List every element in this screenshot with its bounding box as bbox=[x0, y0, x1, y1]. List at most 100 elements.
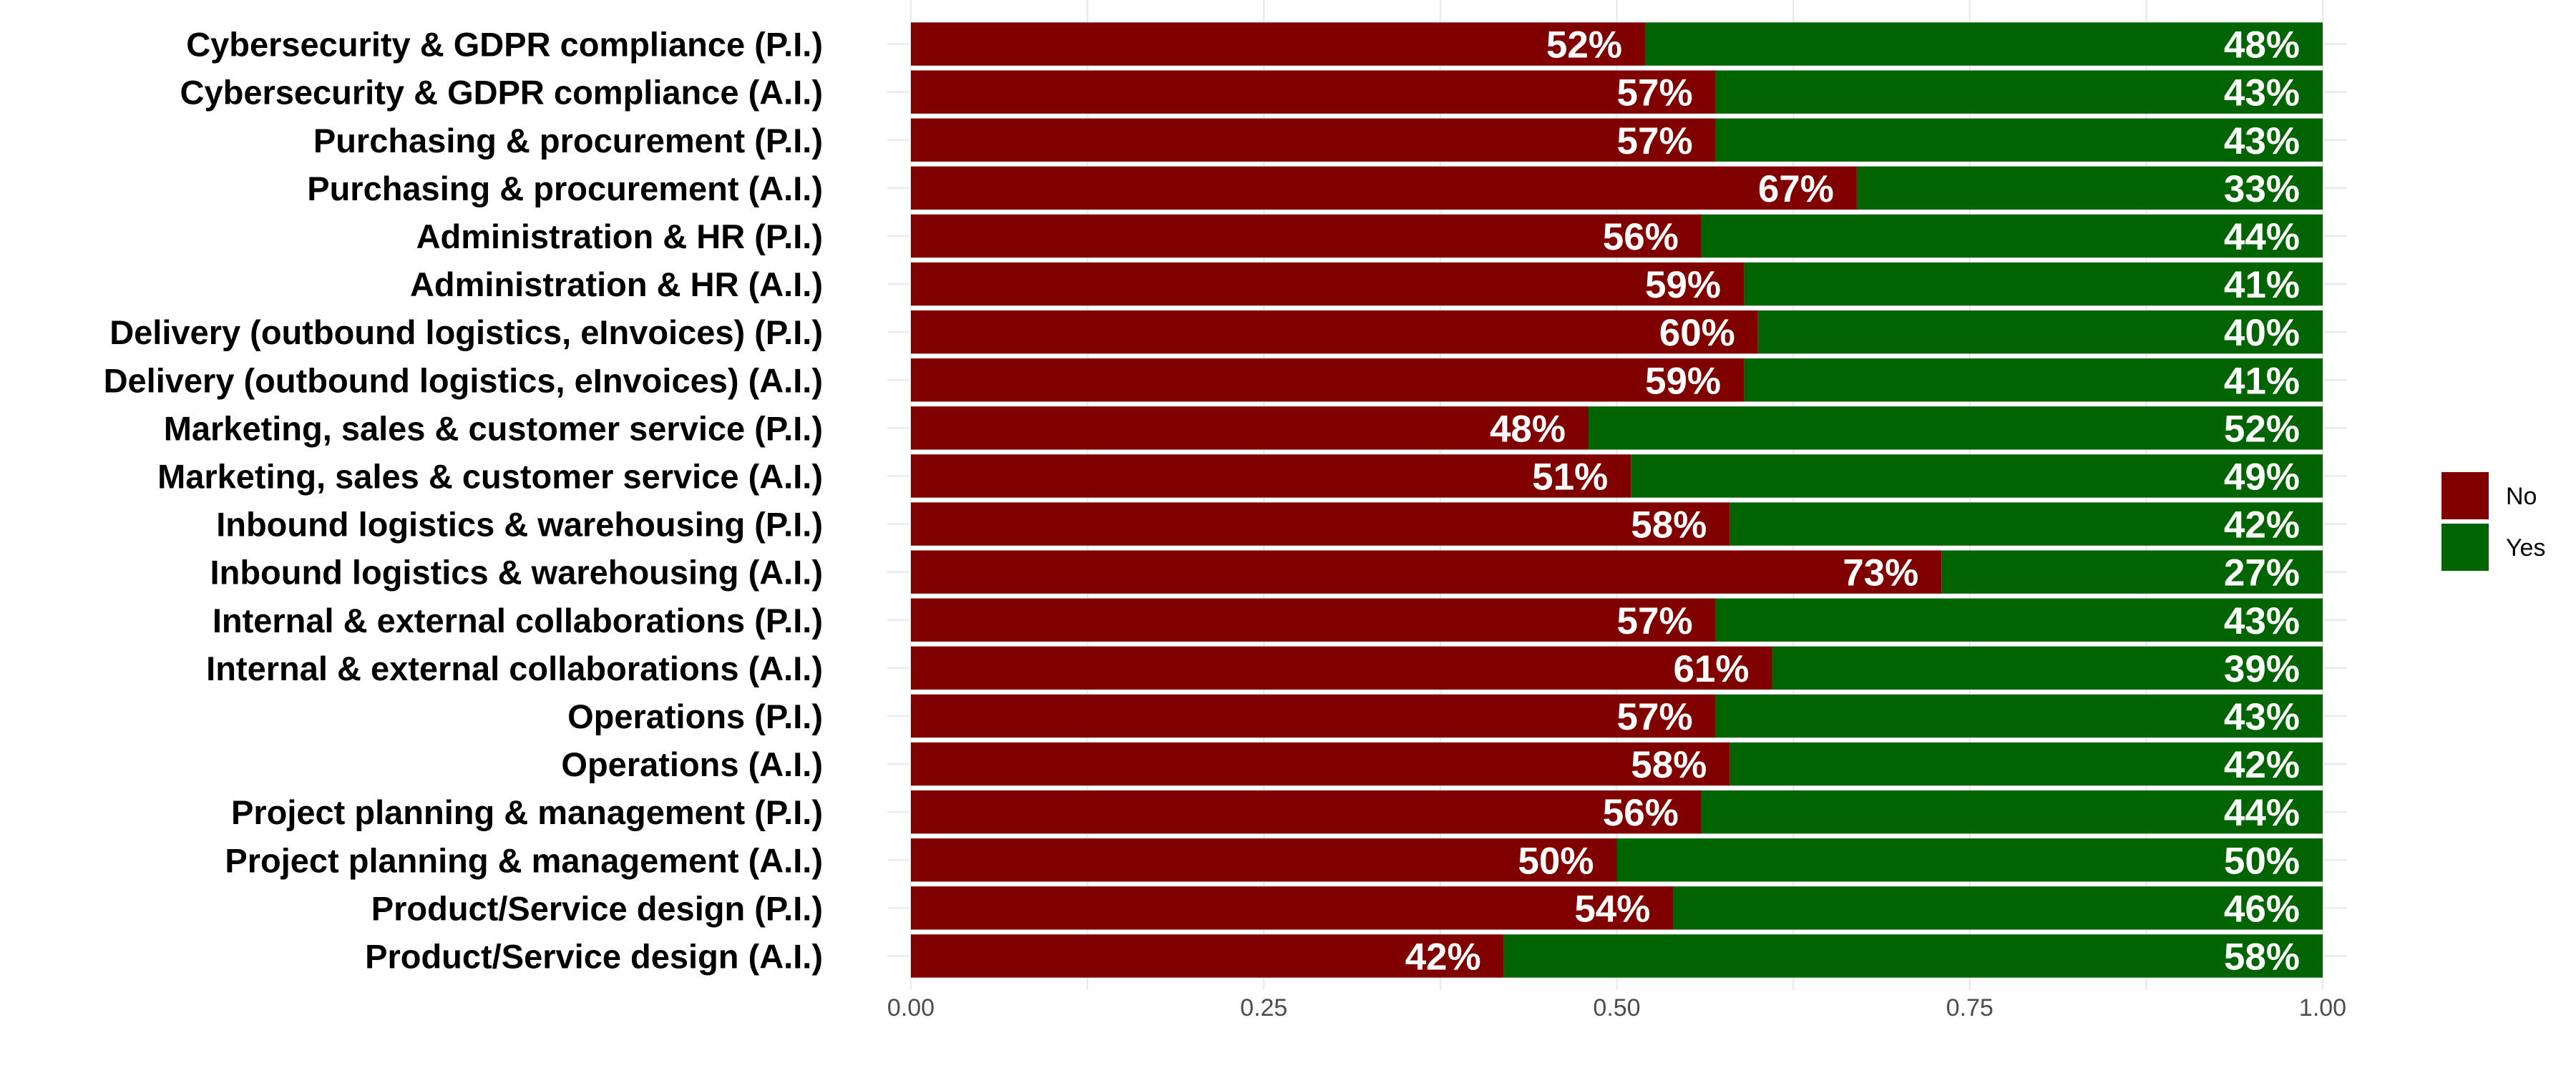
bar-no bbox=[911, 646, 1772, 690]
bar-no bbox=[911, 166, 1857, 210]
bar-label-yes: 40% bbox=[2224, 312, 2300, 354]
bar-no bbox=[911, 406, 1589, 450]
bar-label-yes: 43% bbox=[2224, 696, 2300, 738]
category-label: Project planning & management (A.I.) bbox=[225, 841, 823, 879]
x-tick-label: 0.50 bbox=[1593, 994, 1640, 1021]
bar-label-no: 48% bbox=[1490, 408, 1566, 450]
legend-label-yes: Yes bbox=[2506, 534, 2545, 562]
bar-label-no: 67% bbox=[1758, 168, 1834, 210]
bar-yes bbox=[1729, 742, 2323, 786]
bar-yes bbox=[1589, 406, 2323, 450]
bar-no bbox=[911, 70, 1716, 114]
category-label: Inbound logistics & warehousing (A.I.) bbox=[210, 554, 823, 592]
legend-key-yes bbox=[2441, 524, 2489, 571]
category-label: Cybersecurity & GDPR compliance (A.I.) bbox=[180, 74, 823, 112]
bar-label-no: 50% bbox=[1518, 840, 1594, 882]
bar-label-no: 58% bbox=[1631, 504, 1707, 547]
bar-no bbox=[911, 886, 1674, 930]
bar-label-yes: 42% bbox=[2224, 744, 2300, 786]
category-label: Product/Service design (A.I.) bbox=[365, 937, 823, 975]
bar-yes bbox=[1503, 934, 2323, 978]
category-label: Inbound logistics & warehousing (P.I.) bbox=[216, 506, 823, 544]
bar-label-yes: 52% bbox=[2224, 408, 2300, 450]
legend-key-no bbox=[2441, 472, 2489, 519]
legend: No Yes bbox=[2441, 472, 2545, 571]
bar-label-yes: 33% bbox=[2224, 168, 2300, 210]
bar-label-no: 59% bbox=[1645, 360, 1721, 402]
category-label: Operations (A.I.) bbox=[561, 745, 823, 783]
bar-yes bbox=[1701, 214, 2323, 258]
bar-no bbox=[911, 118, 1716, 162]
bar-label-yes: 41% bbox=[2224, 264, 2300, 306]
bar-no bbox=[911, 694, 1716, 738]
bar-yes bbox=[1616, 838, 2323, 882]
bar-no bbox=[911, 550, 1942, 594]
bar-label-no: 57% bbox=[1617, 600, 1693, 642]
bar-yes bbox=[1644, 22, 2323, 66]
category-label: Product/Service design (P.I.) bbox=[371, 889, 823, 927]
bar-no bbox=[911, 358, 1745, 402]
bar-yes bbox=[1744, 358, 2323, 402]
bar-yes bbox=[1772, 646, 2323, 690]
bar-label-no: 73% bbox=[1843, 552, 1918, 594]
category-label: Project planning & management (P.I.) bbox=[231, 793, 823, 831]
bars: 52% 48% 57% 43% 57% 43% 67% 33% 56% 44% 59% 41% 60% 4… bbox=[911, 22, 2323, 978]
bar-label-no: 61% bbox=[1673, 648, 1749, 690]
legend-label-no: No bbox=[2506, 483, 2537, 510]
category-label: Delivery (outbound logistics, eInvoices)… bbox=[104, 361, 823, 399]
category-label: Delivery (outbound logistics, eInvoices)… bbox=[109, 313, 823, 351]
category-label: Administration & HR (A.I.) bbox=[410, 265, 823, 303]
bar-label-yes: 43% bbox=[2224, 600, 2300, 642]
bar-yes bbox=[1744, 262, 2323, 306]
bar-yes bbox=[1941, 550, 2323, 594]
bar-no bbox=[911, 214, 1702, 258]
bar-no bbox=[911, 742, 1730, 786]
bar-yes bbox=[1673, 886, 2323, 930]
bar-no bbox=[911, 310, 1758, 354]
bar-label-yes: 43% bbox=[2224, 120, 2300, 162]
bar-no bbox=[911, 598, 1716, 642]
bar-no bbox=[911, 454, 1631, 498]
bar-label-no: 60% bbox=[1659, 312, 1735, 354]
bar-no bbox=[911, 790, 1702, 834]
bar-no bbox=[911, 838, 1617, 882]
bar-label-yes: 44% bbox=[2224, 216, 2300, 258]
bar-label-yes: 39% bbox=[2224, 648, 2300, 690]
bar-label-no: 56% bbox=[1603, 792, 1679, 834]
bar-label-no: 54% bbox=[1574, 888, 1650, 930]
bar-yes bbox=[1729, 502, 2323, 546]
category-label: Internal & external collaborations (A.I.… bbox=[206, 650, 823, 687]
category-label: Operations (P.I.) bbox=[567, 697, 823, 735]
bar-no bbox=[911, 22, 1645, 66]
bar-yes bbox=[1715, 598, 2323, 642]
bar-label-no: 57% bbox=[1617, 696, 1693, 738]
bar-label-yes: 27% bbox=[2224, 552, 2300, 594]
category-label: Internal & external collaborations (P.I.… bbox=[213, 602, 823, 640]
bar-no bbox=[911, 262, 1745, 306]
category-label: Cybersecurity & GDPR compliance (P.I.) bbox=[186, 26, 823, 64]
bar-yes bbox=[1856, 166, 2323, 210]
category-label: Marketing, sales & customer service (P.I… bbox=[164, 409, 823, 447]
category-label: Administration & HR (P.I.) bbox=[416, 217, 823, 255]
bar-label-no: 52% bbox=[1546, 24, 1622, 67]
bar-label-yes: 46% bbox=[2224, 888, 2300, 930]
bar-yes bbox=[1715, 694, 2323, 738]
bar-label-yes: 43% bbox=[2224, 72, 2300, 114]
bar-label-yes: 41% bbox=[2224, 360, 2300, 402]
bar-label-yes: 42% bbox=[2224, 504, 2300, 547]
bar-label-no: 51% bbox=[1532, 456, 1608, 498]
bar-label-yes: 58% bbox=[2224, 936, 2300, 978]
x-tick-label: 1.00 bbox=[2299, 994, 2346, 1021]
bar-yes bbox=[1757, 310, 2323, 354]
bar-label-yes: 50% bbox=[2224, 840, 2300, 882]
x-axis-ticks: 0.00 0.25 0.50 0.75 1.00 bbox=[887, 994, 2346, 1021]
bar-label-yes: 49% bbox=[2224, 456, 2300, 498]
bar-label-no: 57% bbox=[1617, 72, 1693, 114]
bar-label-no: 42% bbox=[1405, 936, 1481, 978]
bar-label-yes: 48% bbox=[2224, 24, 2300, 67]
bar-yes bbox=[1701, 790, 2323, 834]
bar-no bbox=[911, 934, 1504, 978]
category-label: Purchasing & procurement (A.I.) bbox=[307, 170, 823, 207]
